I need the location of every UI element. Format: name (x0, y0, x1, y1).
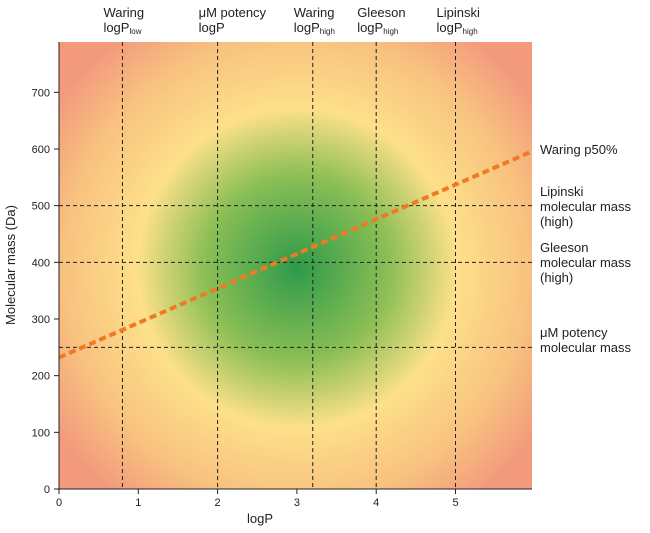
top-label-line2: logPhigh (293, 20, 335, 36)
x-tick-label: 0 (56, 497, 62, 509)
trend-line-group (59, 149, 532, 360)
x-axis-label: logP (247, 511, 273, 526)
top-label-line1: Lipinski (436, 5, 480, 20)
y-tick-label: 600 (32, 144, 50, 156)
top-threshold-label-1: μM potency logP (199, 5, 266, 35)
top-label-line2: logP (198, 20, 225, 35)
axes: 0 1 2 3 4 5 0 100 200 300 400 500 600 700 (32, 42, 532, 509)
right-threshold-label-0: Lipinski molecular mass (high) (540, 184, 631, 229)
heatmap-background (59, 42, 532, 489)
trend-line-label: Waring p50% (540, 142, 618, 158)
right-label-line: (high) (540, 270, 574, 286)
right-label-line: Lipinski (540, 183, 584, 199)
trend-line (59, 149, 532, 360)
top-label-line1: μM potency (198, 5, 267, 20)
top-label-line1: Waring (293, 5, 335, 20)
y-tick-label: 500 (32, 201, 50, 213)
top-threshold-label-3: Gleeson logPhigh (357, 5, 405, 39)
y-tick-label: 700 (32, 87, 50, 99)
right-label-line: molecular mass (540, 340, 632, 356)
right-label-line: molecular mass (540, 198, 632, 214)
x-tick-label: 3 (294, 497, 300, 509)
right-label-line: (high) (540, 213, 574, 229)
top-threshold-label-4: Lipinski logPhigh (437, 5, 480, 39)
right-threshold-label-1: Gleeson molecular mass (high) (540, 240, 631, 285)
y-tick-label: 300 (32, 314, 50, 326)
right-threshold-label-2: μM potency molecular mass (540, 325, 631, 355)
y-tick-label: 100 (32, 427, 50, 439)
top-label-line2: logPhigh (357, 20, 399, 36)
x-tick-label: 5 (452, 497, 458, 509)
top-threshold-label-2: Waring logPhigh (294, 5, 335, 39)
y-tick-label: 200 (32, 371, 50, 383)
top-label-line1: Gleeson (357, 5, 406, 20)
x-tick-label: 4 (373, 497, 379, 509)
top-label-line1: Waring (103, 5, 145, 20)
top-threshold-label-0: Waring logPlow (103, 5, 144, 39)
x-tick-label: 2 (215, 497, 221, 509)
right-label-line: μM potency (540, 325, 608, 341)
top-label-line2: logPhigh (436, 20, 478, 36)
top-label-line2: logPlow (103, 20, 142, 36)
y-tick-label: 0 (44, 484, 50, 496)
y-axis-label: Molecular mass (Da) (3, 205, 18, 325)
x-tick-label: 1 (135, 497, 141, 509)
right-label-line: Gleeson (540, 240, 589, 256)
y-tick-label: 400 (32, 257, 50, 269)
threshold-lines (59, 42, 532, 489)
right-label-line: molecular mass (540, 255, 632, 271)
